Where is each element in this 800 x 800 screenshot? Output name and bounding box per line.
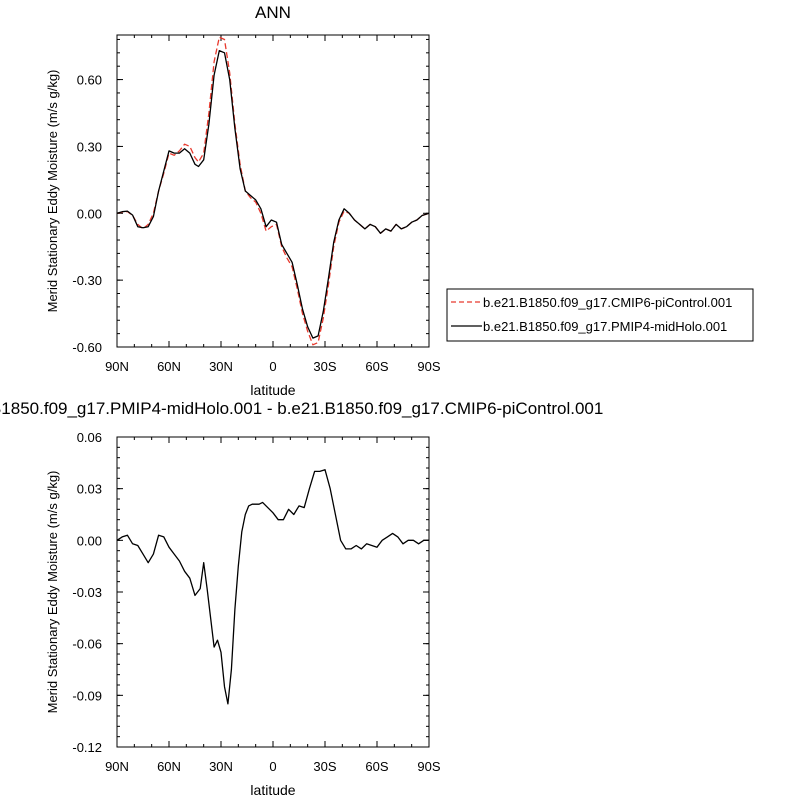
top-plot-area: 90N 60N 30N 0 30S 60S 90S -0.60 -0.30 0.00 0.30 0.6… <box>72 35 441 374</box>
legend-label-picontrol: b.e21.B1850.f09_g17.CMIP6-piControl.001 <box>483 295 732 310</box>
top-x-tick-label: 60N <box>157 359 181 374</box>
top-plot-frame <box>116 34 430 348</box>
bottom-chart-title: b.e21.B1850.f09_g17.PMIP4-midHolo.001 - … <box>0 399 603 418</box>
bottom-x-tick-label: 90S <box>417 759 440 774</box>
bottom-series-line-0 <box>116 469 429 705</box>
bottom-plot-area: 90N 60N 30N 0 30S 60S 90S -0.12 -0.09 -0.06 -0.03 0… <box>72 430 441 774</box>
top-x-tick-label: 60S <box>365 359 388 374</box>
bottom-y-tick-label: 0.03 <box>77 482 102 497</box>
top-x-tick-label: 0 <box>269 359 276 374</box>
top-y-tick-label: -0.30 <box>72 273 102 288</box>
bottom-x-tick-label: 90N <box>105 759 129 774</box>
bottom-y-tick-label: 0.06 <box>77 430 102 445</box>
bottom-x-axis-label: latitude <box>250 782 295 798</box>
top-y-axis-label: Merid Stationary Eddy Moisture (m/s g/kg… <box>45 70 60 313</box>
bottom-y-tick-label: -0.06 <box>72 637 102 652</box>
bottom-y-axis-label: Merid Stationary Eddy Moisture (m/s g/kg… <box>45 471 60 714</box>
bottom-x-tick-label: 30S <box>313 759 336 774</box>
bottom-panel: b.e21.B1850.f09_g17.PMIP4-midHolo.001 - … <box>0 399 603 798</box>
top-chart-title: ANN <box>255 3 291 22</box>
top-series-line-1 <box>116 49 430 339</box>
bottom-x-tick-label: 30N <box>209 759 233 774</box>
legend-label-midholo: b.e21.B1850.f09_g17.PMIP4-midHolo.001 <box>483 319 727 334</box>
top-y-tick-label: 0.60 <box>77 73 102 88</box>
bottom-y-tick-label: 0.00 <box>77 533 102 548</box>
bottom-y-tick-label: -0.03 <box>72 585 102 600</box>
top-x-tick-label: 90N <box>105 359 129 374</box>
bottom-x-tick-label: 60S <box>365 759 388 774</box>
top-y-tick-label: -0.60 <box>72 340 102 355</box>
top-x-axis-label: latitude <box>250 382 295 398</box>
bottom-x-tick-label: 60N <box>157 759 181 774</box>
bottom-x-tick-label: 0 <box>269 759 276 774</box>
top-y-tick-label: 0.30 <box>77 139 102 154</box>
top-x-tick-label: 30N <box>209 359 233 374</box>
top-panel: ANN 90N 60N 30N 0 30S 60S 90S -0.60 -0.30 0.00 0.3… <box>45 3 441 398</box>
top-series-line-0 <box>116 36 430 346</box>
legend: b.e21.B1850.f09_g17.CMIP6-piControl.001 … <box>446 288 754 342</box>
top-x-tick-label: 30S <box>313 359 336 374</box>
bottom-y-tick-label: -0.09 <box>72 688 102 703</box>
legend-box <box>446 288 754 342</box>
top-y-tick-label: 0.00 <box>77 206 102 221</box>
bottom-plot-frame <box>116 436 430 748</box>
top-x-tick-label: 90S <box>417 359 440 374</box>
bottom-y-tick-label: -0.12 <box>72 740 102 755</box>
